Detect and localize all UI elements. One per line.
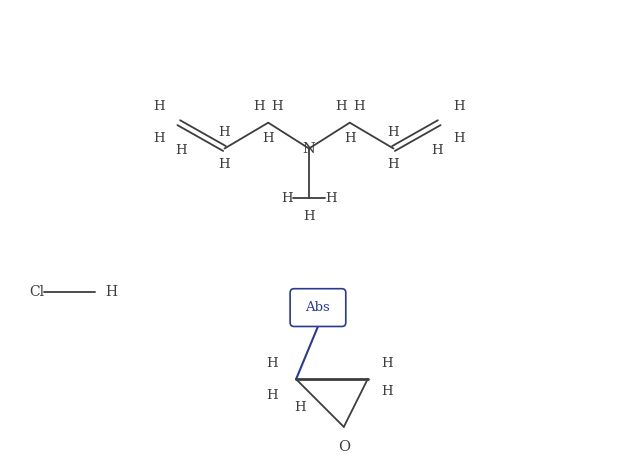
Text: H: H	[453, 132, 465, 145]
Text: H: H	[153, 132, 165, 145]
Text: H: H	[344, 132, 355, 145]
Text: H: H	[325, 192, 337, 205]
Text: H: H	[294, 400, 306, 414]
Text: H: H	[271, 100, 283, 113]
Text: H: H	[219, 158, 230, 171]
Text: H: H	[335, 100, 347, 113]
Text: H: H	[105, 285, 117, 299]
Text: N: N	[303, 142, 316, 155]
Text: H: H	[353, 100, 365, 113]
Text: H: H	[303, 209, 315, 223]
Text: O: O	[338, 440, 350, 454]
FancyBboxPatch shape	[290, 289, 346, 326]
Text: H: H	[387, 158, 399, 171]
Text: H: H	[175, 144, 186, 157]
Text: H: H	[382, 385, 393, 398]
Text: H: H	[453, 100, 465, 113]
Text: H: H	[382, 357, 393, 370]
Text: H: H	[262, 132, 274, 145]
Text: H: H	[266, 357, 278, 370]
Text: H: H	[281, 192, 293, 205]
Text: H: H	[387, 126, 399, 139]
Text: H: H	[219, 126, 230, 139]
Text: H: H	[153, 100, 165, 113]
Text: H: H	[266, 389, 278, 401]
Text: Cl: Cl	[30, 285, 45, 299]
Text: H: H	[431, 144, 443, 157]
Text: Abs: Abs	[306, 301, 331, 314]
Text: H: H	[254, 100, 265, 113]
